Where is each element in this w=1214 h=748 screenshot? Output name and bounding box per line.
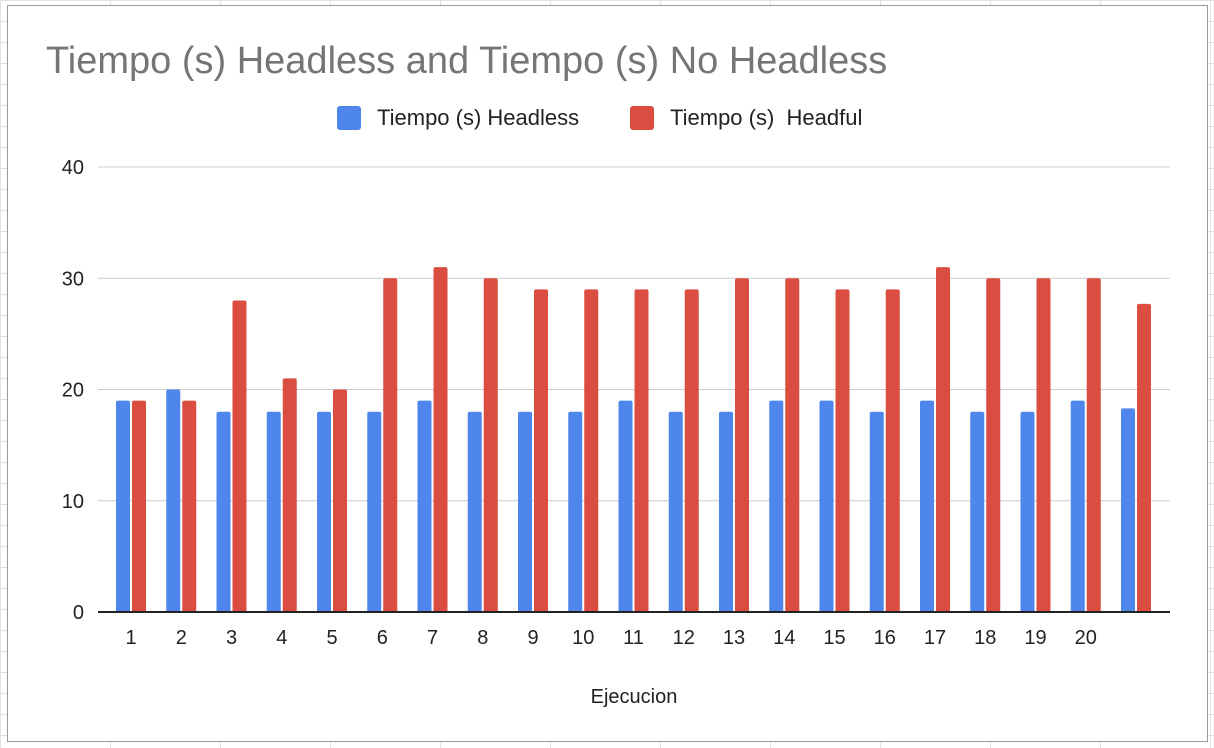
gridlines [98, 166, 1170, 502]
x-tick-label: 11 [623, 627, 644, 649]
y-tick-label: 20 [62, 380, 84, 402]
chart-frame[interactable] [7, 5, 1208, 742]
bar-headless [970, 411, 985, 612]
bar-headless [1070, 400, 1085, 612]
bar-headful [132, 400, 146, 612]
bar-headful [986, 278, 1001, 612]
bar-headful [383, 278, 398, 612]
bar-headless [869, 411, 884, 612]
bar-headful [584, 289, 599, 612]
bar-headful [684, 289, 699, 612]
bar-headful [433, 267, 448, 612]
y-tick-label: 40 [62, 157, 84, 179]
bar-headful [885, 289, 900, 612]
x-tick-label: 12 [673, 627, 695, 649]
bar-headless [920, 400, 934, 612]
bar-headful [1137, 303, 1151, 612]
bar-headful [534, 289, 548, 612]
y-tick-label: 10 [62, 491, 84, 513]
bar-headful [182, 400, 197, 612]
bar-headless [367, 411, 382, 612]
bar-headless [317, 411, 331, 612]
bars [116, 267, 1151, 612]
x-tick-label: 13 [723, 627, 745, 649]
bar-headful [936, 267, 950, 612]
legend: Tiempo (s) Headless Tiempo (s) Headful [337, 105, 862, 130]
bar-headful [835, 289, 850, 612]
legend-label-headless: Tiempo (s) Headless [377, 105, 579, 130]
legend-swatch-headless [337, 106, 361, 130]
x-tick-label: 3 [226, 627, 237, 649]
x-tick-label: 16 [874, 627, 896, 649]
bar-headless [166, 389, 181, 612]
bar-headful [483, 278, 498, 612]
bar-headless [116, 400, 130, 612]
x-tick-label: 19 [1024, 627, 1046, 649]
bar-headless [819, 400, 834, 612]
x-tick-label: 10 [572, 627, 594, 649]
x-tick-label: 9 [527, 627, 538, 649]
bar-headless [618, 400, 633, 612]
bar-headless [1020, 411, 1035, 612]
x-tick-label: 6 [377, 627, 388, 649]
x-tick-label: 14 [773, 627, 795, 649]
x-axis-title: Ejecucion [591, 686, 678, 708]
bar-headful [232, 300, 247, 612]
bar-headless [467, 411, 482, 612]
bar-headful [1086, 278, 1101, 612]
bar-headless [216, 411, 231, 612]
x-tick-label: 5 [326, 627, 337, 649]
legend-swatch-headful [630, 106, 654, 130]
bar-headful [785, 278, 800, 612]
chart-title: Tiempo (s) Headless and Tiempo (s) No He… [46, 40, 887, 82]
bar-headless [719, 411, 733, 612]
y-tick-label: 30 [62, 268, 84, 290]
bar-headful [735, 278, 749, 612]
bar-headless [266, 411, 281, 612]
bar-headless [769, 400, 784, 612]
x-axis-ticks: 1 2 3 4 5 6 7 8 9 10 11 12 13 14 15 16 17 18 19 20 [125, 627, 1096, 649]
bar-headless [668, 411, 683, 612]
bar-headful [634, 289, 649, 612]
x-tick-label: 20 [1075, 627, 1097, 649]
x-tick-label: 15 [823, 627, 845, 649]
bar-headless [518, 411, 532, 612]
x-tick-label: 1 [125, 627, 136, 649]
legend-label-headful: Tiempo (s) Headful [670, 105, 862, 130]
bar-headful [333, 389, 347, 612]
x-tick-label: 18 [974, 627, 996, 649]
x-tick-label: 8 [477, 627, 488, 649]
x-tick-label: 17 [924, 627, 946, 649]
x-tick-label: 2 [176, 627, 187, 649]
y-tick-label: 0 [73, 602, 84, 624]
bar-headful [282, 378, 297, 612]
x-tick-label: 7 [427, 627, 438, 649]
bar-headful [1036, 278, 1051, 612]
y-axis-ticks: 0 10 20 30 40 [62, 157, 84, 624]
bar-headless [568, 411, 583, 612]
x-tick-label: 4 [276, 627, 287, 649]
bar-headless [1121, 408, 1135, 612]
bar-headless [417, 400, 432, 612]
